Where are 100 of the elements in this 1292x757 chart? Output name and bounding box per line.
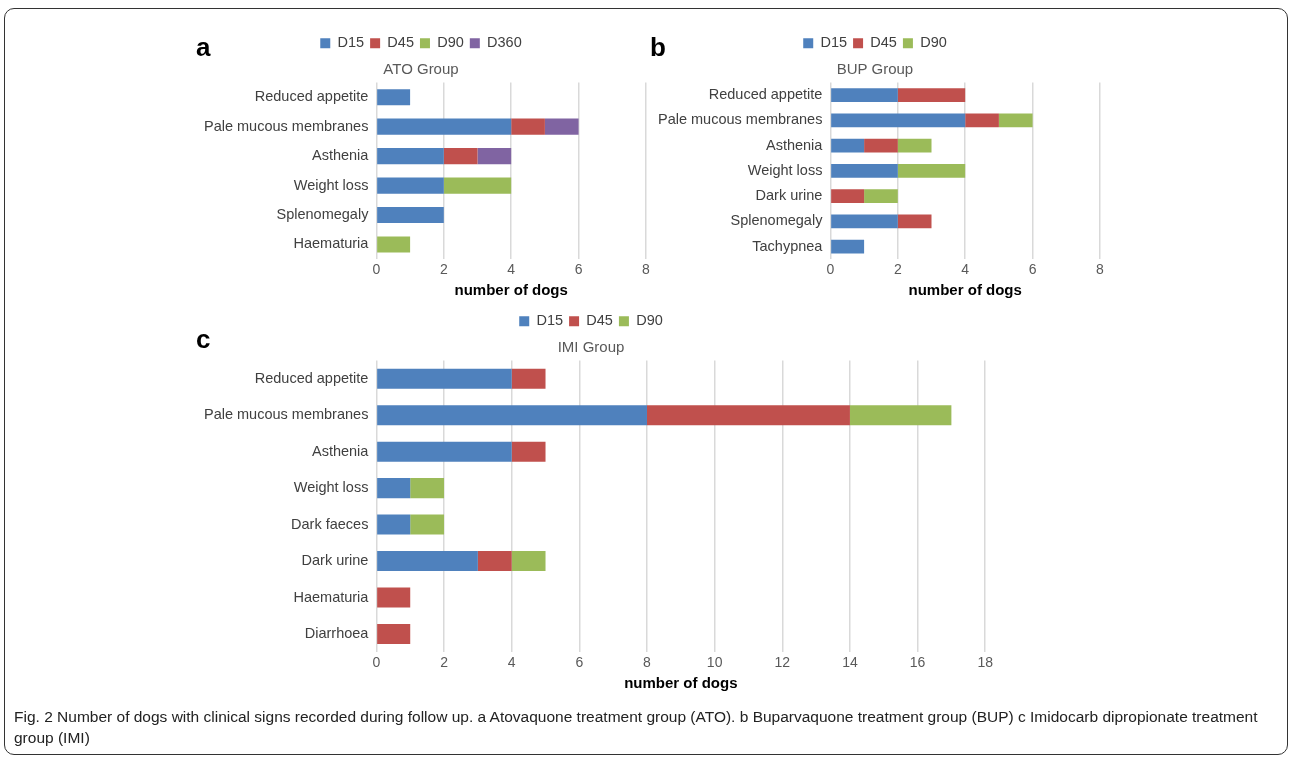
- legend-label: D45: [387, 34, 414, 51]
- bar: [477, 551, 512, 572]
- x-tick-label: 4: [507, 261, 516, 278]
- chart-title: IMI Group: [557, 337, 625, 355]
- y-tick-label: Asthenia: [311, 147, 370, 164]
- x-tick-label: 0: [372, 261, 381, 278]
- y-tick-label: Haematuria: [293, 235, 370, 252]
- bar: [377, 514, 411, 535]
- legend-label: D45: [870, 34, 897, 51]
- bar: [511, 441, 546, 462]
- bar: [377, 405, 647, 426]
- y-tick-label: Reduced appetite: [254, 369, 369, 386]
- bar: [897, 88, 966, 103]
- bar: [511, 368, 546, 389]
- bar: [831, 189, 865, 204]
- bar: [377, 441, 512, 462]
- bar: [864, 138, 898, 153]
- legend-label: D15: [337, 34, 365, 51]
- x-tick-label: 8: [643, 654, 652, 671]
- y-tick-label: Dark urine: [301, 552, 369, 569]
- bar: [831, 214, 898, 229]
- bar: [831, 113, 966, 128]
- x-tick-label: 16: [909, 654, 926, 671]
- chart-title: BUP Group: [836, 59, 914, 77]
- bar: [831, 138, 865, 153]
- bar: [831, 88, 898, 103]
- x-tick-label: 14: [842, 654, 858, 671]
- x-tick-label: 8: [642, 261, 651, 278]
- bar: [377, 118, 512, 135]
- text: b: [650, 32, 666, 63]
- legend-label: D90: [636, 312, 663, 329]
- bar: [897, 214, 932, 229]
- y-tick-label: Diarrhoea: [304, 624, 370, 641]
- legend-label: D360: [487, 34, 522, 51]
- bar: [410, 514, 445, 535]
- x-tick-label: 4: [507, 654, 516, 671]
- bar: [864, 189, 898, 204]
- x-tick-label: 18: [977, 654, 994, 671]
- y-tick-label: Pale mucous membranes: [657, 111, 823, 128]
- bar: [646, 405, 850, 426]
- y-tick-label: Pale mucous membranes: [203, 117, 369, 134]
- bar: [410, 478, 445, 499]
- y-tick-label: Dark urine: [755, 187, 823, 204]
- x-tick-label: 2: [439, 261, 448, 278]
- x-tick-label: 6: [574, 261, 583, 278]
- x-tick-label: 0: [372, 654, 381, 671]
- y-tick-label: Pale mucous membranes: [203, 406, 369, 423]
- x-tick-label: 6: [1028, 261, 1037, 278]
- y-tick-label: Reduced appetite: [254, 88, 369, 105]
- x-axis-title: number of dogs: [908, 281, 1022, 299]
- x-tick-label: 10: [706, 654, 723, 671]
- bar: [377, 89, 411, 106]
- y-tick-label: Splenomegaly: [730, 212, 824, 229]
- x-axis-title: number of dogs: [454, 281, 568, 299]
- bar: [511, 118, 545, 135]
- x-tick-label: 2: [440, 654, 449, 671]
- y-tick-label: Dark faeces: [291, 515, 369, 532]
- y-tick-label: Asthenia: [765, 136, 824, 153]
- x-tick-label: 2: [893, 261, 902, 278]
- bar: [377, 177, 444, 194]
- bar: [849, 405, 952, 426]
- x-tick-label: 6: [575, 654, 584, 671]
- y-tick-label: Splenomegaly: [276, 206, 370, 223]
- y-tick-label: Asthenia: [311, 442, 370, 459]
- y-tick-label: Weight loss: [293, 176, 369, 193]
- y-tick-label: Haematuria: [293, 588, 370, 605]
- chart-title: ATO Group: [383, 59, 459, 77]
- legend-label: D15: [820, 34, 848, 51]
- bar: [377, 206, 444, 224]
- bar: [897, 163, 966, 178]
- bar: [965, 113, 999, 128]
- bar: [377, 623, 411, 644]
- bar: [377, 148, 444, 165]
- y-tick-label: Weight loss: [293, 479, 369, 496]
- bar: [897, 138, 932, 153]
- bar: [443, 177, 512, 194]
- legend-label: D90: [437, 34, 464, 51]
- bar: [443, 148, 478, 165]
- bar: [998, 113, 1033, 128]
- bar: [377, 478, 411, 499]
- bar: [544, 118, 579, 135]
- bar: [377, 587, 411, 608]
- bar: [477, 148, 512, 165]
- text: c: [196, 324, 211, 355]
- bar: [377, 236, 411, 253]
- x-tick-label: 4: [961, 261, 970, 278]
- y-tick-label: Tachypnea: [752, 237, 824, 254]
- bar: [511, 551, 546, 572]
- bar: [831, 239, 865, 254]
- legend-label: D90: [920, 34, 947, 51]
- x-tick-label: 8: [1096, 261, 1105, 278]
- x-axis-title: number of dogs: [624, 674, 738, 692]
- y-tick-label: Reduced appetite: [708, 86, 823, 103]
- x-tick-label: 0: [826, 261, 835, 278]
- y-tick-label: Weight loss: [747, 161, 823, 178]
- bar: [377, 368, 512, 389]
- legend-label: D45: [586, 312, 613, 329]
- caption: Fig. 2 Number of dogs with clinical signs recorded during follow up. a Atovaquone treatment group (ATO). b Buparvaquone treatment group (BUP) c Imidocarb dipropionate treatment group (IMI): [14, 707, 1259, 748]
- bar: [831, 163, 898, 178]
- legend-label: D15: [536, 312, 564, 329]
